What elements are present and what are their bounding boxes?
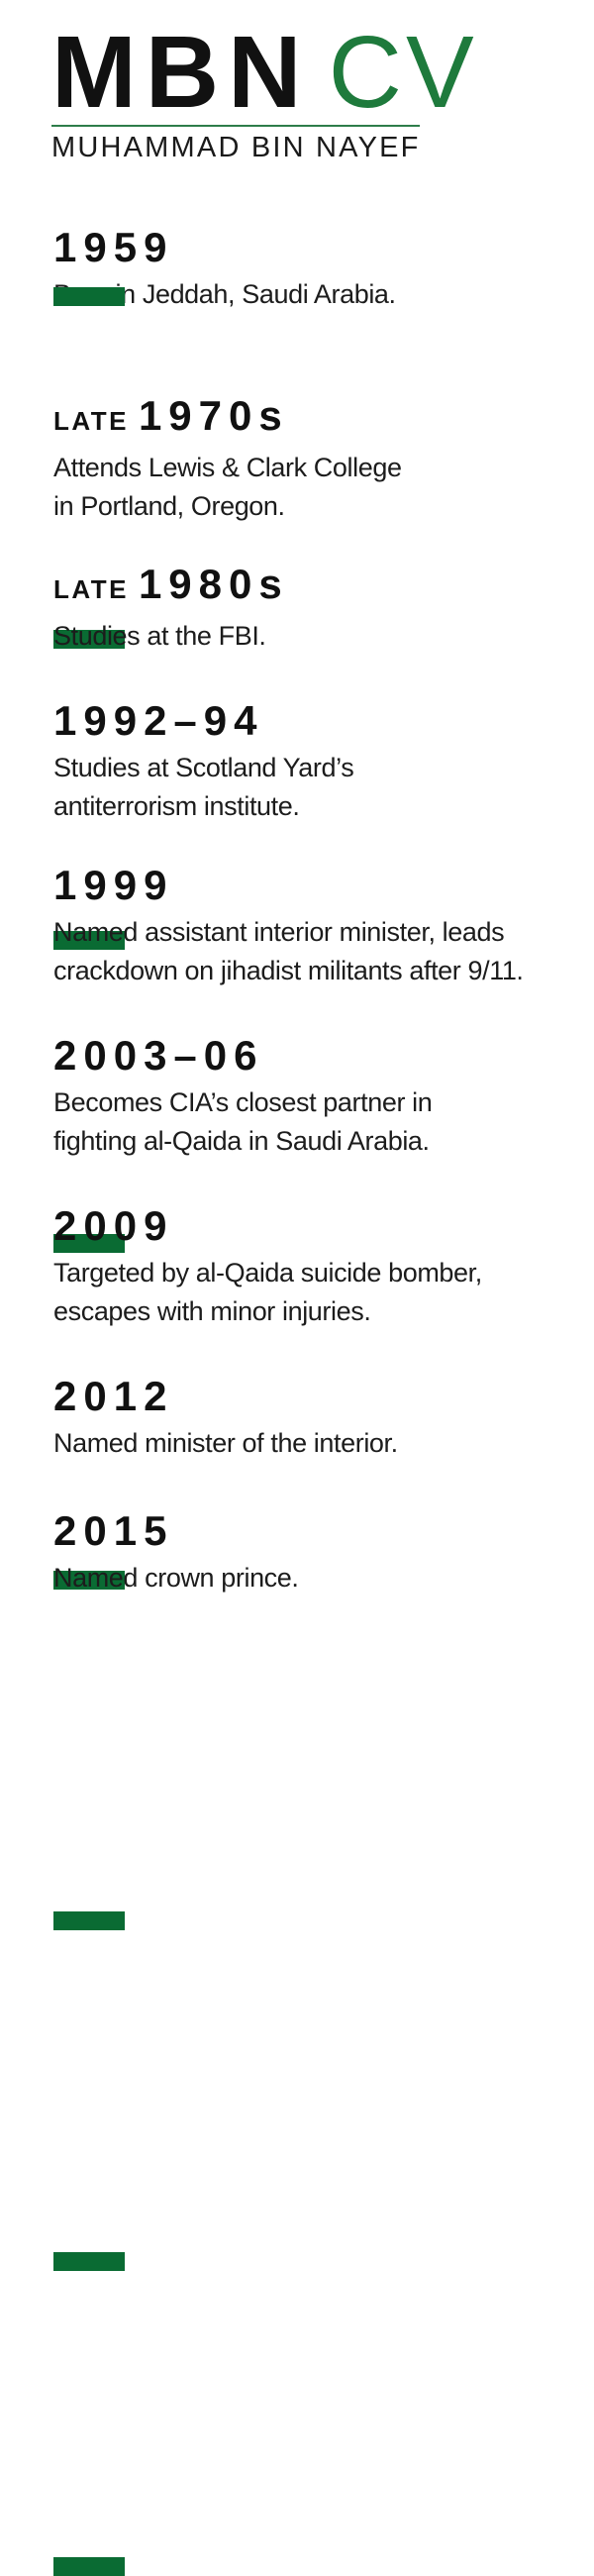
timeline-description: Targeted by al-Qaida suicide bomber, esca…: [53, 1254, 594, 1331]
timeline-entry: LATE 1980s Studies at the FBI.: [53, 563, 594, 656]
timeline-year: LATE 1980s: [53, 563, 594, 611]
description-line: Becomes CIA’s closest partner in: [53, 1087, 433, 1117]
separator-bar: [53, 287, 125, 306]
year-prefix: LATE: [53, 574, 129, 604]
description-line: Named crown prince.: [53, 1563, 299, 1593]
timeline-entry: 1999 Named assistant interior minister, l…: [53, 864, 594, 990]
timeline-description: Becomes CIA’s closest partner in fighting…: [53, 1083, 594, 1161]
separator-bar: [53, 2252, 125, 2271]
separator-bar: [53, 630, 125, 649]
timeline-description: Studies at Scotland Yard’s antiterrorism …: [53, 749, 594, 826]
timeline-description: Attends Lewis & Clark College in Portland…: [53, 449, 594, 526]
description-line: fighting al-Qaida in Saudi Arabia.: [53, 1126, 430, 1156]
timeline-entry: 2009 Targeted by al-Qaida suicide bomber,…: [53, 1204, 594, 1331]
title-cv: CV: [328, 15, 478, 129]
timeline-year: 2009: [53, 1204, 594, 1248]
timeline-year: 1999: [53, 864, 594, 907]
page-subtitle: MUHAMMAD BIN NAYEF: [51, 132, 421, 163]
description-line: Named minister of the interior.: [53, 1428, 398, 1458]
year-value: 1970s: [138, 392, 289, 439]
separator-bar: [53, 931, 125, 950]
year-value: 2003–06: [53, 1032, 264, 1079]
timeline-description: Named assistant interior minister, leads…: [53, 913, 594, 990]
separator-bar: [53, 1571, 125, 1590]
year-value: 2009: [53, 1202, 174, 1249]
masthead: MBN CV MUHAMMAD BIN NAYEF: [51, 21, 474, 164]
timeline-entry: 2012 Named minister of the interior.: [53, 1375, 594, 1463]
timeline-year: 1992–94: [53, 699, 594, 743]
title-initials: MBN: [51, 15, 311, 129]
description-line: Studies at Scotland Yard’s: [53, 753, 354, 782]
year-value: 1999: [53, 862, 174, 908]
timeline-year: 2012: [53, 1375, 594, 1418]
timeline-entry: 2003–06 Becomes CIA’s closest partner in f…: [53, 1034, 594, 1161]
timeline-entry: 1959 Born in Jeddah, Saudi Arabia.: [53, 226, 594, 314]
timeline-year: 2003–06: [53, 1034, 594, 1078]
timeline-description: Studies at the FBI.: [53, 617, 594, 656]
year-value: 1980s: [138, 561, 289, 607]
year-value: 1959: [53, 224, 174, 270]
description-line: escapes with minor injuries.: [53, 1296, 371, 1326]
description-line: antiterrorism institute.: [53, 791, 300, 821]
description-line: crackdown on jihadist militants after 9/…: [53, 956, 524, 985]
description-line: Studies at the FBI.: [53, 621, 266, 651]
title-rule: [51, 125, 420, 127]
timeline-description: Born in Jeddah, Saudi Arabia.: [53, 275, 594, 314]
description-line: Attends Lewis & Clark College: [53, 453, 402, 482]
timeline-year: 2015: [53, 1509, 594, 1553]
timeline-entry: 2015 Named crown prince.: [53, 1509, 594, 1597]
year-value: 2012: [53, 1373, 174, 1419]
timeline-year: 1959: [53, 226, 594, 269]
timeline-entry: 1992–94 Studies at Scotland Yard’s antiter…: [53, 699, 594, 826]
timeline-year: LATE 1970s: [53, 394, 594, 443]
description-line: Targeted by al-Qaida suicide bomber,: [53, 1258, 482, 1288]
separator-bar: [53, 1911, 125, 1930]
separator-bar: [53, 2557, 125, 2576]
page-title: MBN CV: [51, 21, 474, 123]
description-line: in Portland, Oregon.: [53, 491, 285, 521]
year-value: 1992–94: [53, 697, 264, 744]
description-line: Named assistant interior minister, leads: [53, 917, 505, 947]
separator-bar: [53, 1234, 125, 1253]
year-prefix: LATE: [53, 406, 129, 436]
timeline-description: Named minister of the interior.: [53, 1424, 594, 1463]
year-value: 2015: [53, 1507, 174, 1554]
description-line: Born in Jeddah, Saudi Arabia.: [53, 279, 396, 309]
timeline-entry: LATE 1970s Attends Lewis & Clark College in…: [53, 394, 594, 526]
timeline-description: Named crown prince.: [53, 1559, 594, 1597]
